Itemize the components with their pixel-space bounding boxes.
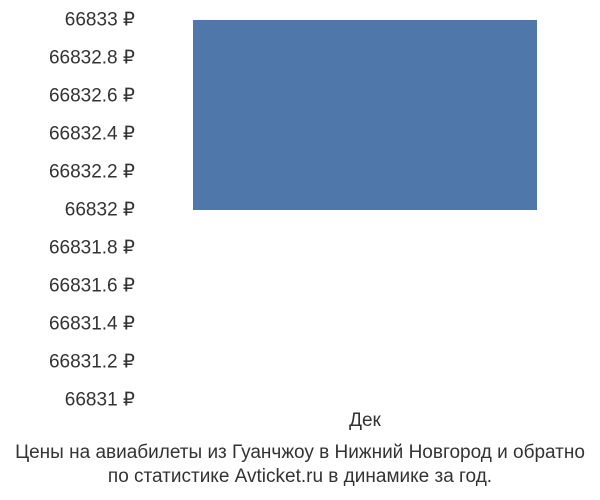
plot-region [145,20,585,400]
y-tick-label: 66831 ₽ [65,389,135,412]
caption-line-1: Цены на авиабилеты из Гуанчжоу в Нижний … [15,442,585,463]
y-tick-label: 66831.2 ₽ [49,351,135,374]
chart-area: 66833 ₽ 66832.8 ₽ 66832.6 ₽ 66832.4 ₽ 66832.… [0,0,600,430]
y-axis-labels: 66833 ₽ 66832.8 ₽ 66832.6 ₽ 66832.4 ₽ 66832.… [0,0,135,410]
y-tick-label: 66832.6 ₽ [49,85,135,108]
y-tick-label: 66831.4 ₽ [49,313,135,336]
y-tick-label: 66832.4 ₽ [49,123,135,146]
caption-line-2: по статистике Avticket.ru в динамике за … [108,466,492,487]
x-tick-label: Дек [349,410,381,432]
bar [193,20,536,210]
chart-caption: Цены на авиабилеты из Гуанчжоу в Нижний … [0,441,600,490]
y-tick-label: 66832.8 ₽ [49,47,135,70]
y-tick-label: 66832 ₽ [65,199,135,222]
y-tick-label: 66831.8 ₽ [49,237,135,260]
y-tick-label: 66833 ₽ [65,9,135,32]
y-tick-label: 66831.6 ₽ [49,275,135,298]
y-tick-label: 66832.2 ₽ [49,161,135,184]
